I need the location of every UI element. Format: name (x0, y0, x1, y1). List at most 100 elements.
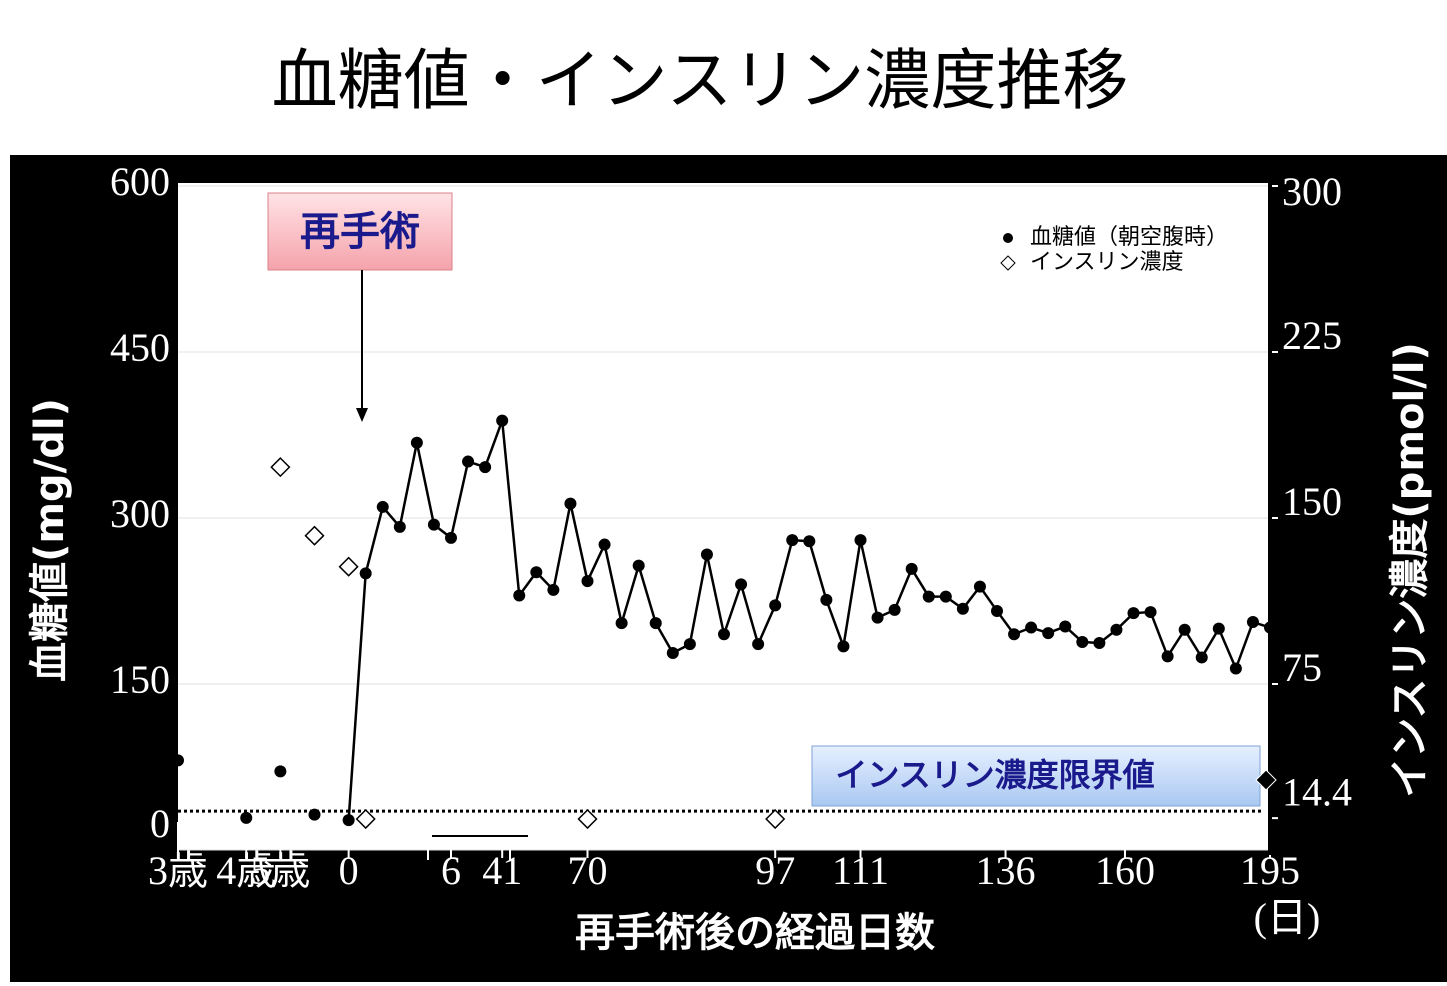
data-point (1229, 662, 1242, 675)
legend-label: インスリン濃度 (1030, 250, 1184, 275)
x-tick-label: 97 (755, 848, 795, 893)
data-point (939, 590, 952, 603)
data-point (888, 603, 901, 616)
data-point (376, 500, 389, 513)
data-point (270, 457, 291, 478)
annotation: 再手術 (300, 209, 420, 255)
data-point (410, 436, 423, 449)
data-point (240, 811, 253, 824)
data-point (530, 566, 543, 579)
x-tick-label: 4歳 (216, 848, 276, 893)
data-point (308, 808, 321, 821)
data-point (1264, 621, 1276, 634)
data-point (803, 535, 816, 548)
data-point (649, 617, 662, 630)
y2-tick-label: 14.4 (1282, 769, 1352, 814)
data-point (752, 638, 765, 651)
y2-tick-label: 300 (1282, 169, 1342, 214)
data-point (1127, 607, 1140, 620)
data-point (1059, 620, 1072, 633)
data-point (769, 599, 782, 612)
arrow-head (356, 408, 368, 422)
x-unit: (日) (1254, 895, 1321, 940)
data-point (479, 461, 492, 474)
annotation: インスリン濃度限界値 (835, 756, 1154, 794)
x-tick-label: 160 (1095, 848, 1155, 893)
x-tick-label: 0 (339, 848, 359, 893)
data-point (304, 525, 325, 546)
legend-label: 血糖値（朝空腹時） (1030, 225, 1228, 250)
data-point (922, 590, 935, 603)
data-point (577, 808, 598, 830)
annotation-box (811, 745, 1261, 807)
data-point (700, 548, 713, 561)
data-point (598, 538, 611, 551)
data-point (1008, 628, 1021, 641)
y2-tick-label: 150 (1282, 479, 1342, 524)
data-point (355, 808, 376, 830)
x-axis-title: 再手術後の経過日数 (575, 910, 935, 956)
y2-axis-title: インスリン濃度(pmol/l) (1387, 342, 1433, 798)
data-point (1178, 623, 1191, 636)
plot-area (178, 183, 1270, 850)
x-tick-label: 6 (441, 848, 461, 893)
data-point (342, 814, 355, 827)
data-point (1144, 606, 1157, 619)
x-tick-label: 5歳 (250, 848, 310, 893)
y-tick-label: 450 (110, 325, 170, 370)
data-point (735, 578, 748, 591)
y-tick-label: 300 (110, 491, 170, 536)
data-point (615, 617, 628, 630)
data-point (666, 647, 679, 660)
data-point (581, 575, 594, 588)
x-tick-label: 41 (482, 848, 522, 893)
y2-tick-label: 225 (1282, 313, 1342, 358)
y-axis-title: 血糖値(mg/dl) (27, 398, 73, 682)
data-point (1161, 650, 1174, 663)
data-point (786, 534, 799, 547)
data-point (1195, 651, 1208, 664)
legend-marker (1003, 233, 1013, 243)
data-point (427, 518, 440, 531)
x-tick-label: 111 (832, 848, 889, 893)
data-point (1110, 623, 1123, 636)
annotation-box (267, 192, 453, 271)
y-tick-label: 600 (110, 159, 170, 204)
data-point (462, 455, 475, 468)
data-point (718, 628, 730, 641)
data-point (1246, 616, 1259, 629)
data-point (1093, 637, 1106, 650)
x-tick-label: 3歳 (148, 848, 208, 893)
data-point (956, 602, 969, 615)
data-point (1025, 621, 1038, 634)
y2-tick-label: 75 (1282, 645, 1322, 690)
data-point (338, 556, 359, 577)
data-point (496, 414, 509, 427)
data-point (837, 640, 850, 653)
data-point (359, 567, 372, 580)
x-tick-label: 195 (1240, 848, 1300, 893)
limit-marker (1255, 769, 1277, 791)
data-point (871, 611, 884, 624)
data-point (683, 638, 696, 651)
data-point (632, 559, 645, 572)
data-point (991, 604, 1003, 617)
data-point (445, 531, 457, 544)
data-point (1212, 622, 1225, 635)
data-point (973, 580, 986, 593)
data-point (765, 808, 786, 830)
data-point (854, 534, 867, 547)
chart-title: 血糖値・インスリン濃度推移 (272, 42, 1129, 119)
legend-marker (1000, 255, 1016, 271)
x-tick-label: 136 (976, 848, 1036, 893)
data-point (393, 520, 406, 533)
data-point (820, 593, 833, 606)
data-point (1076, 635, 1089, 648)
data-point (905, 562, 918, 575)
x-tick-label: 70 (568, 848, 608, 893)
y-tick-label: 150 (110, 657, 170, 702)
data-point (1042, 627, 1055, 640)
data-point (172, 754, 184, 767)
